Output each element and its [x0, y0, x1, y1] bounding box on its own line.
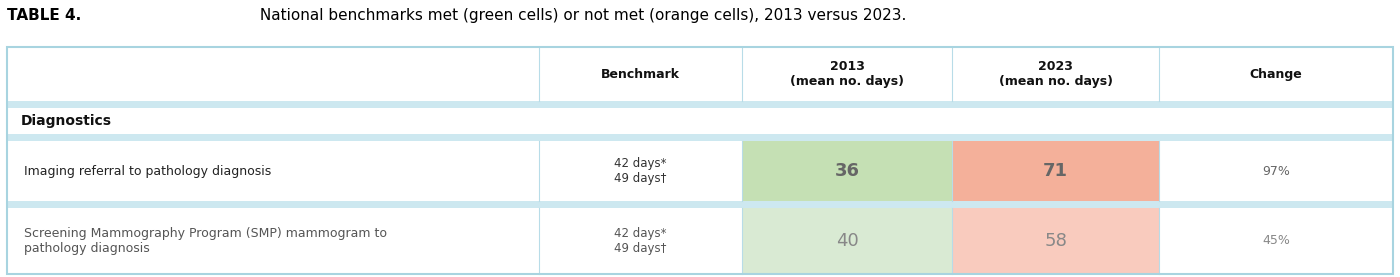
Text: 40: 40: [836, 232, 858, 250]
Text: Imaging referral to pathology diagnosis: Imaging referral to pathology diagnosis: [24, 165, 272, 178]
Text: Benchmark: Benchmark: [601, 68, 680, 81]
Bar: [952, 141, 1159, 201]
Text: 36: 36: [834, 162, 860, 180]
Bar: [742, 208, 952, 274]
Bar: [7, 208, 1393, 274]
Bar: [7, 108, 1393, 134]
Bar: [7, 47, 1393, 274]
Bar: [952, 208, 1159, 274]
Text: Screening Mammography Program (SMP) mammogram to
pathology diagnosis: Screening Mammography Program (SMP) mamm…: [24, 227, 386, 255]
Text: 42 days*
49 days†: 42 days* 49 days†: [615, 227, 666, 255]
Text: 71: 71: [1043, 162, 1068, 180]
Bar: [7, 47, 1393, 274]
Text: 58: 58: [1044, 232, 1067, 250]
Text: 42 days*
49 days†: 42 days* 49 days†: [615, 157, 666, 185]
Bar: [7, 47, 1393, 101]
Text: Change: Change: [1250, 68, 1302, 81]
Bar: [742, 141, 952, 201]
Text: National benchmarks met (green cells) or not met (orange cells), 2013 versus 202: National benchmarks met (green cells) or…: [255, 8, 906, 23]
Text: 2013
(mean no. days): 2013 (mean no. days): [790, 60, 904, 88]
Text: 2023
(mean no. days): 2023 (mean no. days): [998, 60, 1113, 88]
Text: Diagnostics: Diagnostics: [21, 114, 112, 128]
Text: 97%: 97%: [1263, 165, 1289, 178]
Text: TABLE 4.: TABLE 4.: [7, 8, 81, 23]
Text: 45%: 45%: [1263, 235, 1289, 247]
Bar: [7, 141, 1393, 201]
